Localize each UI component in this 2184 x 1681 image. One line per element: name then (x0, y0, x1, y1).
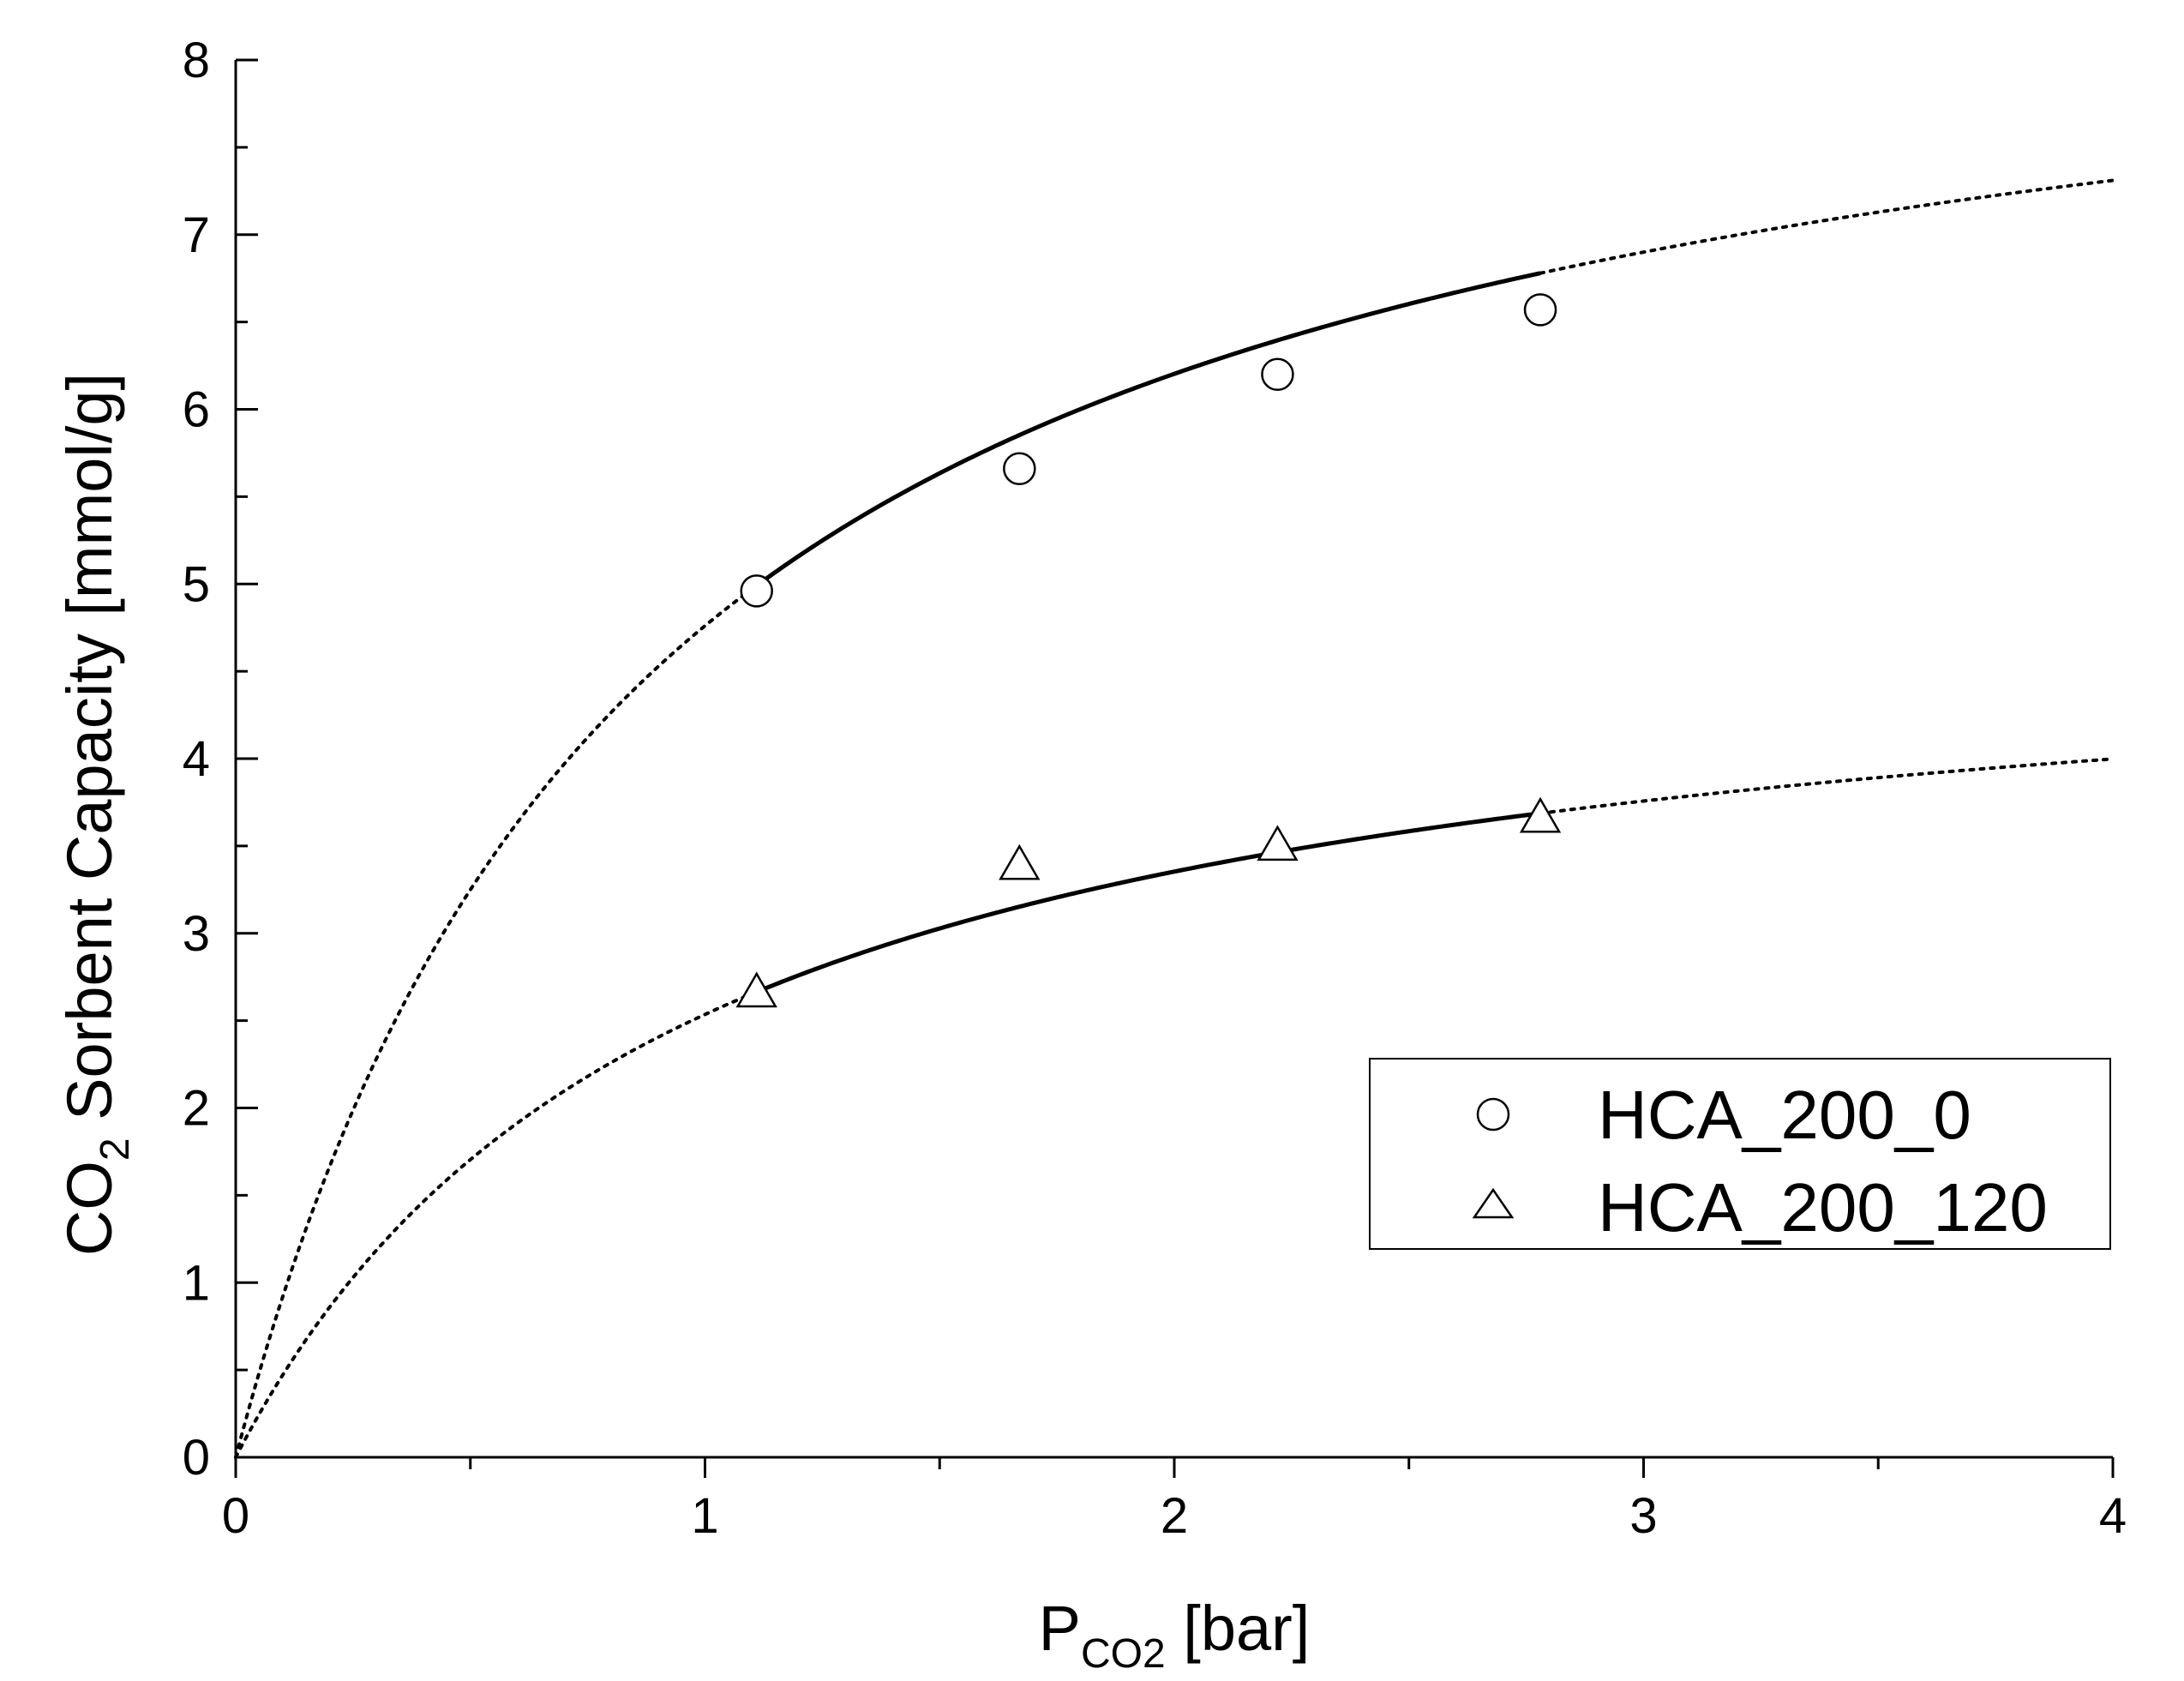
data-point-series-2 (735, 971, 777, 1008)
x-tick-label: 0 (222, 1488, 249, 1544)
y-tick-label: 5 (183, 556, 210, 612)
fit-curve-series-1 (755, 271, 1541, 588)
y-tick-label: 7 (183, 207, 210, 263)
y-axis-title: CO2 Sorbent Capacity [mmol/g] (54, 373, 138, 1256)
legend-label-series-1: HCA_200_0 (1598, 1077, 1971, 1153)
legend-marker-circle (1476, 1097, 1510, 1132)
y-tick-label: 2 (183, 1081, 210, 1137)
x-tick-label: 4 (2099, 1488, 2127, 1544)
legend-label-series-2: HCA_200_120 (1598, 1169, 2048, 1246)
data-point-series-1 (740, 574, 773, 608)
y-tick-label: 4 (183, 731, 210, 787)
x-tick-label: 1 (691, 1488, 718, 1544)
legend-marker-triangle (1472, 1187, 1515, 1219)
fit-curve-series-2 (755, 811, 1541, 994)
legend: HCA_200_0 HCA_200_120 (1369, 1058, 2111, 1250)
x-axis-title: PCO2 [bar] (1039, 1593, 1311, 1677)
fit-extrapolation-low-series-1 (234, 584, 759, 1459)
x-tick-label: 2 (1161, 1488, 1188, 1544)
fit-extrapolation-low-series-2 (234, 990, 759, 1459)
data-markers (735, 293, 1562, 1008)
fit-extrapolation-high-series-2 (1539, 757, 2115, 815)
y-tick-label: 1 (183, 1255, 210, 1311)
data-point-series-1 (1523, 293, 1557, 327)
y-tick-label: 3 (183, 906, 210, 962)
fit-curves (234, 178, 2115, 1459)
axes: 0 1 2 3 4 0 1 2 3 4 5 6 7 8 (183, 33, 2127, 1544)
data-point-series-2 (1257, 825, 1299, 862)
y-tick-label: 6 (183, 382, 210, 438)
x-tick-label: 3 (1629, 1488, 1657, 1544)
data-point-series-2 (1519, 796, 1562, 833)
data-point-series-2 (999, 844, 1041, 880)
data-point-series-1 (1261, 357, 1294, 391)
data-point-series-1 (1003, 452, 1036, 486)
y-tick-label: 8 (183, 33, 210, 88)
fit-extrapolation-high-series-1 (1539, 178, 2115, 275)
y-tick-label: 0 (183, 1430, 210, 1486)
